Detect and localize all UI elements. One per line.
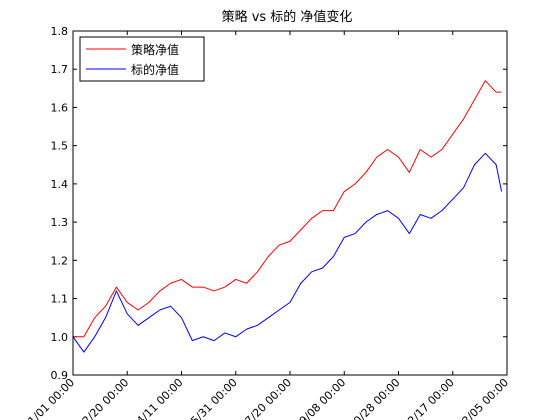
y-tick-label: 1.2 (51, 254, 69, 267)
y-ticks: 0.9 1.0 1.1 1.2 1.3 1.4 1.5 1.6 1.7 1.8 (51, 25, 507, 382)
plot-lines (72, 80, 503, 353)
x-tick-label: 04/11 00:00 (129, 376, 186, 420)
x-tick-label: 12/17 00:00 (400, 376, 457, 420)
x-tick-label: 09/08 00:00 (292, 376, 349, 420)
legend-box (79, 36, 205, 82)
y-tick-label: 1.8 (51, 25, 69, 38)
chart-title: 策略 vs 标的 净值变化 (222, 9, 353, 25)
x-tick-label: 01/01 00:00 (21, 376, 78, 420)
legend: 策略净值 标的净值 (79, 36, 205, 82)
y-tick-label: 1.5 (51, 140, 69, 153)
series-line-underlying (72, 152, 503, 353)
legend-label-strategy: 策略净值 (131, 42, 179, 57)
x-tick-label: 10/28 00:00 (346, 376, 403, 420)
x-tick-label: 02/20 00:00 (75, 376, 132, 420)
x-tick-label: 02/05 00:00 (455, 376, 512, 420)
series-line-strategy (73, 80, 502, 338)
y-tick-label: 1.4 (51, 178, 69, 191)
y-tick-label: 1.0 (51, 331, 69, 344)
y-tick-label: 1.6 (51, 101, 69, 114)
y-tick-label: 1.3 (51, 216, 69, 229)
x-tick-label: 05/31 00:00 (183, 376, 240, 420)
y-tick-label: 1.7 (51, 63, 69, 76)
x-tick-label: 07/20 00:00 (238, 376, 295, 420)
legend-label-underlying: 标的净值 (131, 62, 179, 77)
y-tick-label: 0.9 (51, 369, 69, 382)
plot-frame (72, 30, 508, 376)
y-tick-label: 1.1 (51, 293, 69, 306)
